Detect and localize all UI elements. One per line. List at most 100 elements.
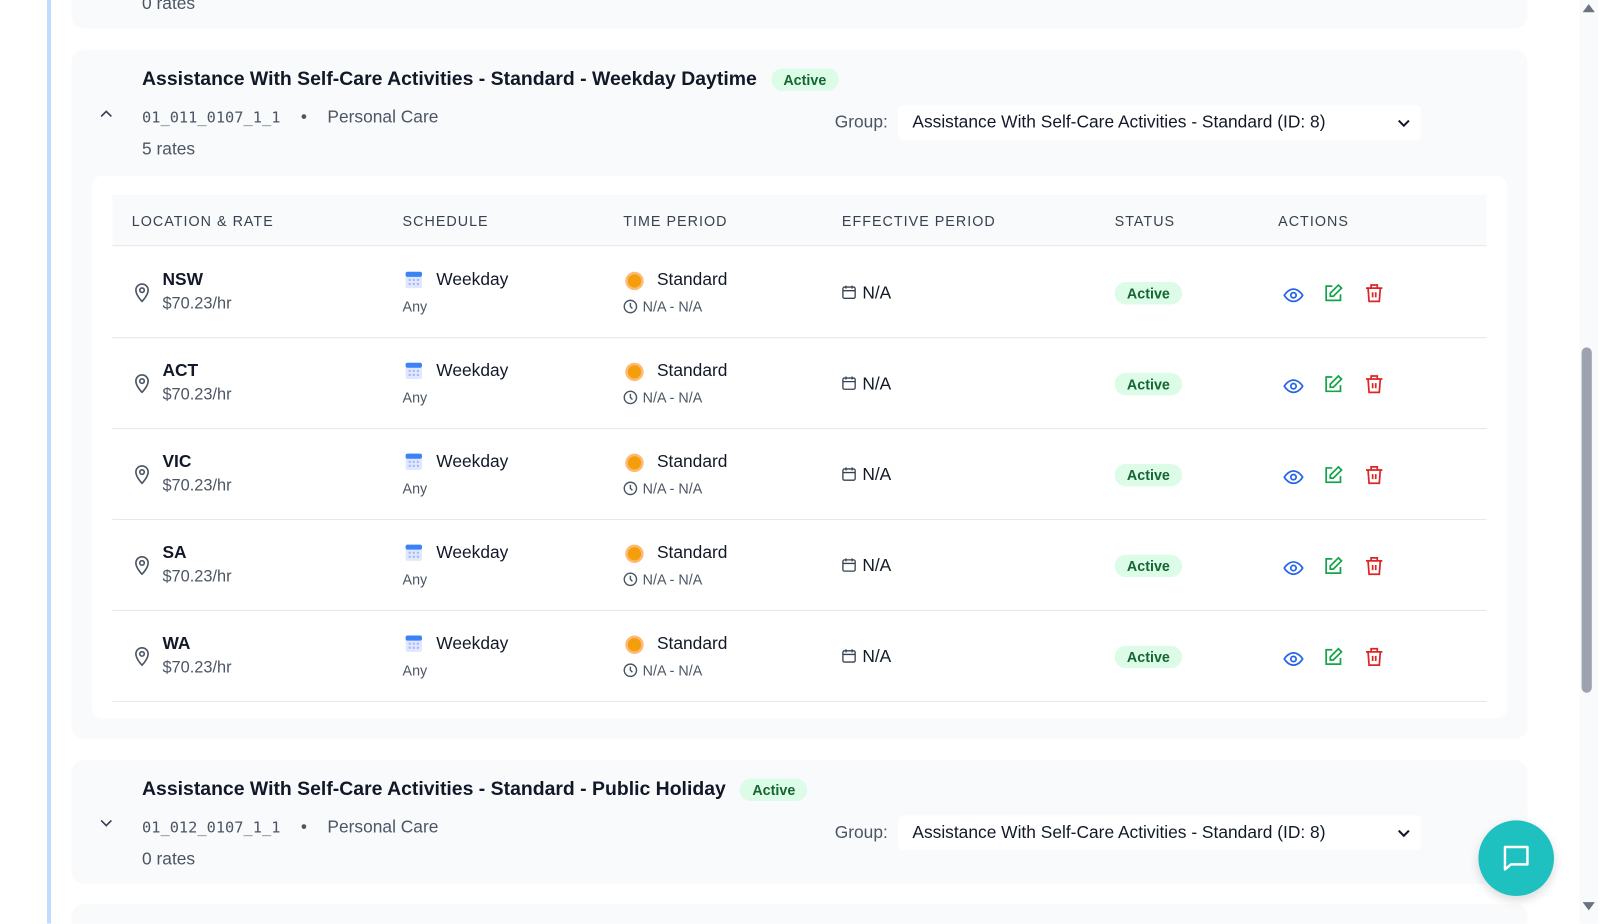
calendar-icon <box>405 544 422 561</box>
delete-trash-icon[interactable] <box>1364 374 1384 394</box>
time-period: Standard <box>656 269 728 290</box>
status-badge: Active <box>771 68 839 91</box>
sun-icon <box>625 544 644 563</box>
card-title: Assistance With Self-Care Activities - S… <box>142 68 757 90</box>
edit-icon[interactable] <box>1323 556 1343 576</box>
edit-icon[interactable] <box>1323 283 1343 303</box>
clock-icon <box>623 390 638 405</box>
calendar-outline-icon <box>842 649 856 663</box>
group-select[interactable]: Assistance With Self-Care Activities - S… <box>898 815 1422 851</box>
calendar-outline-icon <box>842 285 856 300</box>
location: WA <box>162 633 191 653</box>
rate-card: Assistance With Self-Care Activities - S… <box>71 760 1528 884</box>
category: Personal Care <box>327 107 439 127</box>
card-title: Assistance With Self-Care Activities - S… <box>142 778 726 800</box>
chevron-down-icon <box>1397 829 1410 838</box>
rates-count: 0 rates <box>142 849 196 869</box>
table-row: ACT $70.23/hr Weekday Any Standard N/A -… <box>112 338 1487 430</box>
time-period: Standard <box>656 542 728 562</box>
support-code: 01_011_0107_1_1 <box>142 108 281 127</box>
view-eye-icon[interactable] <box>1283 467 1304 487</box>
clock-icon <box>623 481 638 496</box>
schedule: Weekday <box>436 451 509 472</box>
map-pin-icon <box>135 374 149 394</box>
sun-icon <box>625 635 644 654</box>
schedule-sub: Any <box>402 571 428 588</box>
category: Personal Care <box>327 817 439 837</box>
chevron-up-icon[interactable] <box>98 106 114 122</box>
map-pin-icon <box>135 465 149 485</box>
rate: $70.23/hr <box>162 568 232 586</box>
view-eye-icon[interactable] <box>1283 649 1304 669</box>
delete-trash-icon[interactable] <box>1364 283 1384 303</box>
status-badge: Active <box>740 778 808 802</box>
scroll-up-arrow-icon[interactable] <box>1582 3 1595 13</box>
time-period: Standard <box>656 451 728 472</box>
effective-period: N/A <box>862 373 892 394</box>
rates-count: 5 rates <box>142 138 196 159</box>
status-badge: Active <box>1114 463 1183 487</box>
table-row: VIC $70.23/hr Weekday Any Standard N/A -… <box>112 429 1487 521</box>
delete-trash-icon[interactable] <box>1364 647 1384 667</box>
edit-icon[interactable] <box>1323 647 1343 667</box>
clock-icon <box>623 572 638 587</box>
rates-table-panel: LOCATION & RATE SCHEDULE TIME PERIOD EFF… <box>91 175 1508 719</box>
edit-icon[interactable] <box>1323 374 1343 394</box>
location: NSW <box>162 269 203 290</box>
scroll-down-arrow-icon[interactable] <box>1582 901 1595 911</box>
separator-dot: • <box>300 817 307 837</box>
calendar-icon <box>405 271 422 289</box>
group-select[interactable]: Assistance With Self-Care Activities - S… <box>898 105 1422 140</box>
edit-icon[interactable] <box>1323 465 1343 485</box>
table-row: NSW $70.23/hr Weekday Any Standard N/A -… <box>112 247 1487 339</box>
schedule: Weekday <box>436 269 509 290</box>
status-badge: Active <box>1114 372 1183 396</box>
schedule: Weekday <box>436 542 509 562</box>
location: SA <box>162 542 187 562</box>
table-row: WA $70.23/hr Weekday Any Standard N/A - … <box>112 611 1487 702</box>
chevron-down-icon[interactable] <box>98 814 114 830</box>
view-eye-icon[interactable] <box>1283 558 1304 578</box>
effective-period: N/A <box>862 555 892 576</box>
calendar-icon <box>405 635 422 652</box>
calendar-outline-icon <box>842 558 856 572</box>
view-eye-icon[interactable] <box>1283 376 1304 396</box>
location: ACT <box>162 360 199 381</box>
calendar-outline-icon <box>842 376 856 390</box>
delete-trash-icon[interactable] <box>1364 465 1384 485</box>
schedule-sub: Any <box>402 662 428 679</box>
group-label: Group: <box>834 112 888 132</box>
effective-period: N/A <box>862 464 892 485</box>
group-label: Group: <box>834 822 888 842</box>
scrollbar-thumb[interactable] <box>1581 347 1592 693</box>
view-eye-icon[interactable] <box>1283 285 1304 305</box>
location: VIC <box>162 451 192 472</box>
schedule: Weekday <box>436 633 509 653</box>
clock-icon <box>623 299 638 314</box>
time-period: Standard <box>656 360 728 381</box>
separator-dot: • <box>300 107 307 127</box>
time-range: N/A - N/A <box>642 480 703 497</box>
calendar-icon <box>405 453 422 470</box>
rates-count: 0 rates <box>142 0 196 14</box>
map-pin-icon <box>135 646 149 667</box>
schedule-sub: Any <box>402 298 428 315</box>
clock-icon <box>623 663 638 678</box>
time-range: N/A - N/A <box>642 571 703 588</box>
rate: $70.23/hr <box>162 658 232 677</box>
time-range: N/A - N/A <box>642 662 703 679</box>
sun-icon <box>625 271 644 291</box>
chat-button[interactable] <box>1478 820 1555 897</box>
schedule-sub: Any <box>402 389 428 406</box>
status-badge: Active <box>1114 645 1183 669</box>
delete-trash-icon[interactable] <box>1364 556 1384 576</box>
rate-card: Assistance With Self-Care Activities - S… <box>71 50 1528 739</box>
chevron-down-icon <box>1397 119 1410 128</box>
rate: $70.23/hr <box>162 295 232 313</box>
map-pin-icon <box>135 556 149 576</box>
status-badge: Active <box>1114 554 1183 578</box>
status-badge: Active <box>1114 281 1183 305</box>
support-code: 01_012_0107_1_1 <box>142 818 281 837</box>
sun-icon <box>625 362 644 382</box>
effective-period: N/A <box>862 283 892 303</box>
